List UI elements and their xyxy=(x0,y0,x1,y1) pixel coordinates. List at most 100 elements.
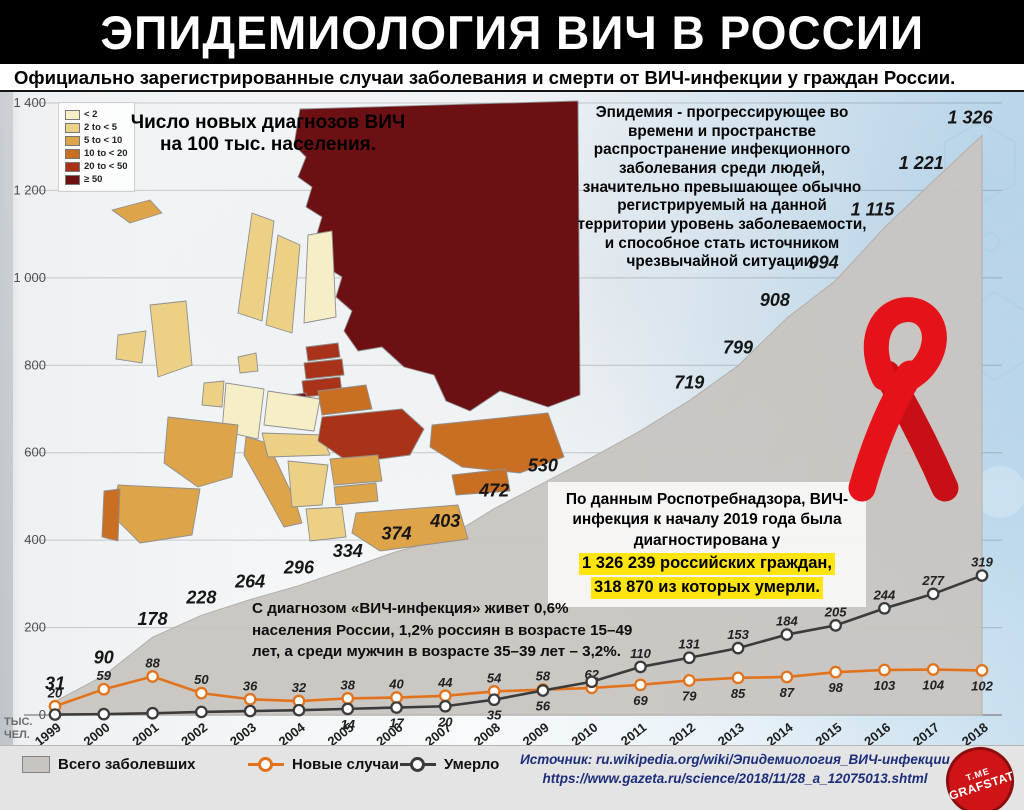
source-link-wikipedia[interactable]: Источник: ru.wikipedia.org/wiki/Эпидемио… xyxy=(520,751,950,770)
country-ireland xyxy=(116,331,146,363)
chart-point xyxy=(294,705,304,715)
point-label: 62 xyxy=(584,667,599,682)
diagnosis-stats: С диагнозом «ВИЧ-инфекция» живет 0,6% на… xyxy=(252,598,650,663)
y-tick-label: 1 200 xyxy=(13,182,46,197)
chart-point xyxy=(391,702,401,712)
total-label: 90 xyxy=(94,648,114,668)
point-label: 54 xyxy=(487,670,502,685)
chart-point xyxy=(782,629,792,639)
legend-label: 5 to < 10 xyxy=(84,135,122,146)
y-tick-label: 1 400 xyxy=(13,95,46,110)
country-norway xyxy=(238,213,274,321)
chart-point xyxy=(391,692,401,702)
total-label: 374 xyxy=(382,524,412,544)
chart-point xyxy=(489,686,499,696)
point-label: 32 xyxy=(292,680,307,695)
country-poland xyxy=(264,391,320,431)
country-romania xyxy=(330,455,382,485)
point-label: 85 xyxy=(731,686,746,701)
point-label: 244 xyxy=(873,587,896,602)
point-label: 69 xyxy=(633,693,648,708)
epidemic-definition: Эпидемия - прогрессирующее во времени и … xyxy=(572,104,872,272)
total-label: 1 221 xyxy=(899,153,944,173)
country-estonia xyxy=(306,343,340,361)
chart-point xyxy=(196,688,206,698)
point-label: 38 xyxy=(341,677,356,692)
point-label: 79 xyxy=(682,688,697,703)
point-label: 87 xyxy=(780,685,795,700)
map-legend-row: ≥ 50 xyxy=(65,174,128,185)
legend-swatch xyxy=(65,162,80,172)
legend-label: ≥ 50 xyxy=(84,174,102,185)
country-italy xyxy=(244,437,302,527)
point-label: 14 xyxy=(341,717,356,732)
chart-point xyxy=(977,570,987,580)
point-label: 20 xyxy=(47,685,63,700)
chart-point xyxy=(879,665,889,675)
total-label: 264 xyxy=(234,572,265,592)
y-tick-label: 800 xyxy=(24,357,46,372)
point-label: 20 xyxy=(437,714,453,729)
new-cases-line xyxy=(55,670,982,707)
total-label: 799 xyxy=(723,338,753,358)
legend-label: < 2 xyxy=(84,109,97,120)
chart-point xyxy=(830,620,840,630)
legend-swatch xyxy=(65,110,80,120)
country-iceland xyxy=(112,200,162,223)
legend-swatch xyxy=(65,149,80,159)
legend-label: 20 to < 50 xyxy=(84,161,128,172)
chart-point xyxy=(684,675,694,685)
total-label: 296 xyxy=(283,558,315,578)
point-label: 102 xyxy=(971,678,993,693)
country-kazakhstan xyxy=(430,413,564,473)
y-tick-label: 0 xyxy=(39,707,46,722)
chart-point xyxy=(977,665,987,675)
chart-point xyxy=(733,643,743,653)
total-label: 472 xyxy=(478,481,509,501)
point-label: 35 xyxy=(487,708,502,723)
point-label: 153 xyxy=(727,627,749,642)
point-label: 103 xyxy=(874,678,896,693)
country-spain xyxy=(112,485,200,543)
legend-total-label: Всего заболевших xyxy=(58,756,196,773)
chart-point xyxy=(294,696,304,706)
point-label: 104 xyxy=(922,678,944,693)
point-label: 59 xyxy=(97,668,112,683)
y-tick-label: 400 xyxy=(24,532,46,547)
point-label: 131 xyxy=(678,637,700,652)
chart-point xyxy=(489,695,499,705)
total-label: 228 xyxy=(185,587,216,607)
legend-swatch xyxy=(65,136,80,146)
source-link-gazeta[interactable]: https://www.gazeta.ru/science/2018/11/28… xyxy=(520,770,950,789)
epidemic-term: Эпидемия xyxy=(596,104,673,121)
legend-new-label: Новые случаи xyxy=(292,756,399,773)
deaths-marker-icon xyxy=(400,763,436,766)
country-belarus xyxy=(318,385,372,415)
y-tick-label: 200 xyxy=(24,620,46,635)
country-turkey xyxy=(352,505,468,551)
point-label: 98 xyxy=(828,680,843,695)
total-label: 403 xyxy=(429,511,460,531)
chart-point xyxy=(635,680,645,690)
country-germany xyxy=(222,383,264,439)
country-caucasus xyxy=(452,469,510,495)
chart-point xyxy=(50,709,60,719)
chart-point xyxy=(196,707,206,717)
chart-point xyxy=(99,709,109,719)
y-tick-label: 1 000 xyxy=(13,270,46,285)
cases-highlight: 1 326 239 российских граждан, xyxy=(579,553,835,575)
total-label: 719 xyxy=(674,373,704,393)
chart-point xyxy=(147,671,157,681)
country-denmark xyxy=(238,353,258,373)
point-label: 88 xyxy=(145,656,160,671)
country-uk xyxy=(150,301,192,377)
country-bulgaria xyxy=(334,483,378,505)
country-ukraine xyxy=(318,409,424,463)
photo-edge-decor xyxy=(0,92,13,745)
grafstat-logo: T.ME GRAFSTAT xyxy=(937,738,1023,810)
y-axis-unit: ТЫС. ЧЕЛ. xyxy=(4,716,33,742)
map-caption-line1: Число новых диагнозов ВИЧ xyxy=(118,112,418,134)
country-balkans xyxy=(288,461,328,507)
total-label: 178 xyxy=(138,609,168,629)
title-bar: ЭПИДЕМИОЛОГИЯ ВИЧ В РОССИИ xyxy=(0,0,1024,64)
